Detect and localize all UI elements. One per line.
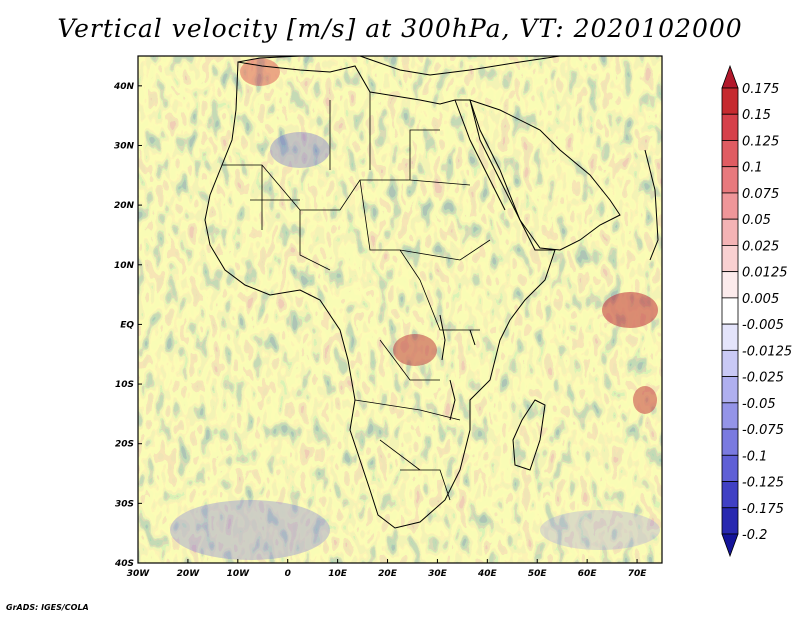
lat-label: EQ	[120, 320, 134, 330]
colorbar-label: -0.1	[742, 449, 767, 464]
madagascar-coastline	[512, 399, 546, 471]
lat-label: 10S	[115, 380, 134, 390]
longitude-labels: 30W 20W 10W 0 10E 20E 30E 40E 50E 60E 70E	[127, 569, 647, 579]
colorbar-label: -0.005	[742, 318, 784, 333]
colorbar-label: -0.125	[742, 476, 784, 491]
colorbar-box	[721, 166, 739, 194]
colorbar-label: 0.175	[742, 82, 779, 97]
lon-label: 10E	[328, 569, 348, 579]
grads-credit: GrADS: IGES/COLA	[6, 603, 89, 612]
colorbar-box	[721, 323, 739, 351]
lon-label: 0	[285, 569, 291, 579]
country-borders	[222, 92, 491, 501]
axis-ticks	[137, 85, 638, 564]
lat-label: 30N	[114, 141, 135, 151]
colorbar-box	[721, 140, 739, 168]
lat-label: 20N	[114, 201, 135, 211]
lakes	[439, 314, 476, 421]
lat-label: 10N	[114, 261, 135, 271]
colorbar-box	[721, 428, 739, 456]
lon-label: 60E	[578, 569, 598, 579]
colorbar-box	[721, 218, 739, 246]
velocity-field	[138, 56, 662, 563]
colorbar-label: -0.175	[742, 502, 784, 517]
lon-label: 50E	[528, 569, 548, 579]
coastlines	[204, 56, 659, 529]
colorbar-label: -0.0125	[742, 344, 792, 359]
colorbar-box	[721, 507, 739, 535]
india-coastline	[644, 149, 659, 261]
lat-label: 40N	[113, 82, 135, 92]
lat-label: 40S	[114, 559, 134, 569]
arabian-peninsula-coastline	[469, 99, 621, 251]
latitude-labels: 40N 30N 20N 10N EQ 10S 20S 30S 40S	[113, 82, 135, 569]
lon-label: 30E	[428, 569, 448, 579]
map-title: Vertical velocity [m/s] at 300hPa, VT: 2…	[57, 14, 743, 43]
colorbar-boxes	[721, 64, 739, 558]
colorbar-label: -0.075	[742, 423, 784, 438]
colorbar-bottom-triangle	[721, 533, 739, 558]
colorbar-label: -0.025	[742, 371, 784, 386]
colorbar-label: 0.05	[742, 213, 771, 228]
colorbar-box	[721, 113, 739, 141]
colorbar-box	[721, 271, 739, 299]
europe-coastline	[237, 56, 561, 76]
colorbar-box	[721, 376, 739, 404]
colorbar-box	[721, 87, 739, 115]
colorbar-label: 0.0125	[742, 266, 788, 281]
colorbar-box	[721, 349, 739, 377]
colorbar-box	[721, 192, 739, 220]
lon-label: 20E	[378, 569, 398, 579]
lon-label: 20W	[177, 569, 201, 579]
lat-label: 30S	[115, 499, 134, 509]
colorbar-box	[721, 481, 739, 509]
colorbar-label: 0.125	[742, 134, 779, 149]
colorbar-label: 0.1	[742, 161, 763, 176]
africa-coastline	[204, 61, 556, 529]
lon-label: 70E	[628, 569, 648, 579]
colorbar-label: 0.15	[742, 108, 771, 123]
colorbar-label: -0.05	[742, 397, 776, 412]
colorbar-box	[721, 245, 739, 273]
colorbar-box	[721, 454, 739, 482]
lat-label: 20S	[115, 440, 134, 450]
lon-label: 30W	[127, 569, 151, 579]
colorbar-box	[721, 297, 739, 325]
red-sea	[454, 99, 506, 211]
colorbar-label: 0.025	[742, 239, 779, 254]
lon-label: 10W	[227, 569, 251, 579]
map-frame	[137, 55, 663, 564]
colorbar-label: -0.2	[742, 528, 767, 543]
colorbar-box	[721, 402, 739, 430]
colorbar-labels: 0.175 0.15 0.125 0.1 0.075 0.05 0.025 0.0125 0.0…	[742, 82, 792, 543]
colorbar-label: 0.075	[742, 187, 779, 202]
colorbar-label: 0.005	[742, 292, 779, 307]
colorbar-top-triangle	[721, 64, 739, 89]
lon-label: 40E	[477, 569, 498, 579]
